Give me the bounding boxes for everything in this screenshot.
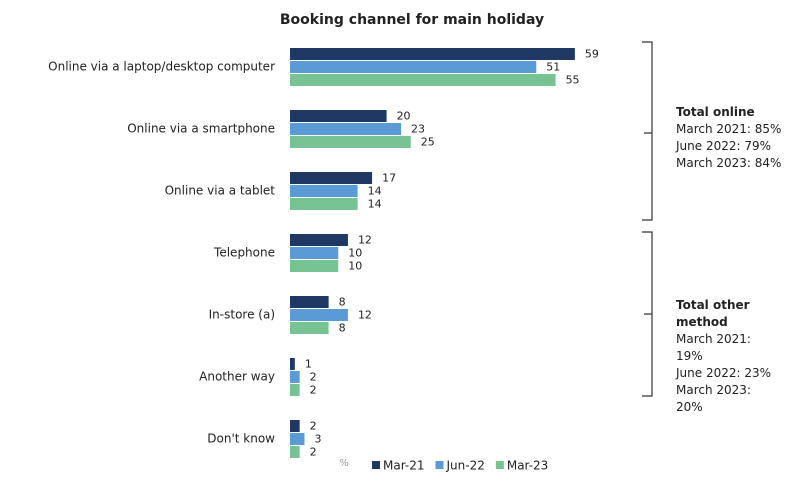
bar	[290, 234, 348, 246]
value-label: 8	[339, 296, 346, 309]
bar	[290, 433, 305, 445]
chart-title: Booking channel for main holiday	[280, 12, 544, 28]
bar	[290, 296, 329, 308]
value-label: 2	[310, 384, 317, 397]
bar	[290, 309, 348, 321]
legend-label: Mar-23	[507, 459, 548, 473]
bar	[290, 198, 358, 210]
value-label: 20	[397, 110, 411, 123]
value-label: 23	[411, 123, 425, 136]
value-label: 2	[310, 446, 317, 459]
x-axis-label: %	[339, 458, 349, 469]
value-label: 55	[566, 74, 580, 87]
y-tick-label: Telephone	[213, 246, 275, 260]
bar	[290, 185, 358, 197]
annotation: Total online March 2021: 85% June 2022: …	[676, 104, 788, 172]
bar	[290, 247, 339, 259]
value-label: 10	[348, 247, 362, 260]
value-label: 1	[305, 358, 312, 371]
y-tick-label: Online via a smartphone	[127, 122, 275, 136]
bar	[290, 48, 575, 60]
value-label: 12	[358, 234, 372, 247]
annotation-title: Total online	[676, 105, 755, 119]
value-label: 14	[368, 198, 382, 211]
y-tick-label: Don't know	[207, 432, 275, 446]
value-label: 51	[546, 61, 560, 74]
value-label: 14	[368, 185, 382, 198]
bar	[290, 61, 537, 73]
value-label: 59	[585, 48, 599, 61]
value-label: 12	[358, 309, 372, 322]
annotation-line: March 2021: 19%	[676, 332, 751, 363]
y-tick-label: In-store (a)	[209, 308, 275, 322]
legend-swatch	[435, 461, 444, 469]
value-label: 3	[314, 433, 321, 446]
legend-label: Mar-21	[383, 459, 424, 473]
legend-label: Jun-22	[445, 459, 484, 473]
value-label: 10	[348, 260, 362, 273]
y-tick-label: Another way	[199, 370, 275, 384]
value-label: 17	[382, 172, 396, 185]
bracket	[642, 41, 653, 221]
bar	[290, 322, 329, 334]
bar	[290, 74, 556, 86]
legend-swatch	[372, 461, 380, 469]
annotation-title: Total other method	[676, 298, 750, 329]
y-tick-label: Online via a tablet	[165, 184, 276, 198]
annotation-line: June 2022: 79%	[676, 139, 772, 153]
value-label: 2	[310, 371, 317, 384]
bar	[290, 446, 300, 458]
annotation-line: March 2023: 20%	[676, 383, 751, 414]
value-label: 25	[421, 136, 435, 149]
bar	[290, 358, 295, 370]
y-tick-label: Online via a laptop/desktop computer	[48, 60, 275, 74]
annotation-line: June 2022: 23%	[676, 366, 772, 380]
legend-swatch	[495, 461, 504, 469]
value-label: 2	[310, 420, 317, 433]
bar	[290, 371, 300, 383]
bar	[290, 260, 339, 272]
bar	[290, 136, 411, 148]
bar	[290, 110, 387, 122]
annotation: Total other method March 2021: 19% June …	[676, 297, 776, 416]
bar	[290, 384, 300, 396]
bar	[290, 172, 373, 184]
bracket	[642, 231, 653, 397]
annotation-line: March 2021: 85%	[676, 122, 782, 136]
annotation-line: March 2023: 84%	[676, 156, 782, 170]
bar	[290, 123, 402, 135]
value-label: 8	[339, 322, 346, 335]
bar	[290, 420, 300, 432]
